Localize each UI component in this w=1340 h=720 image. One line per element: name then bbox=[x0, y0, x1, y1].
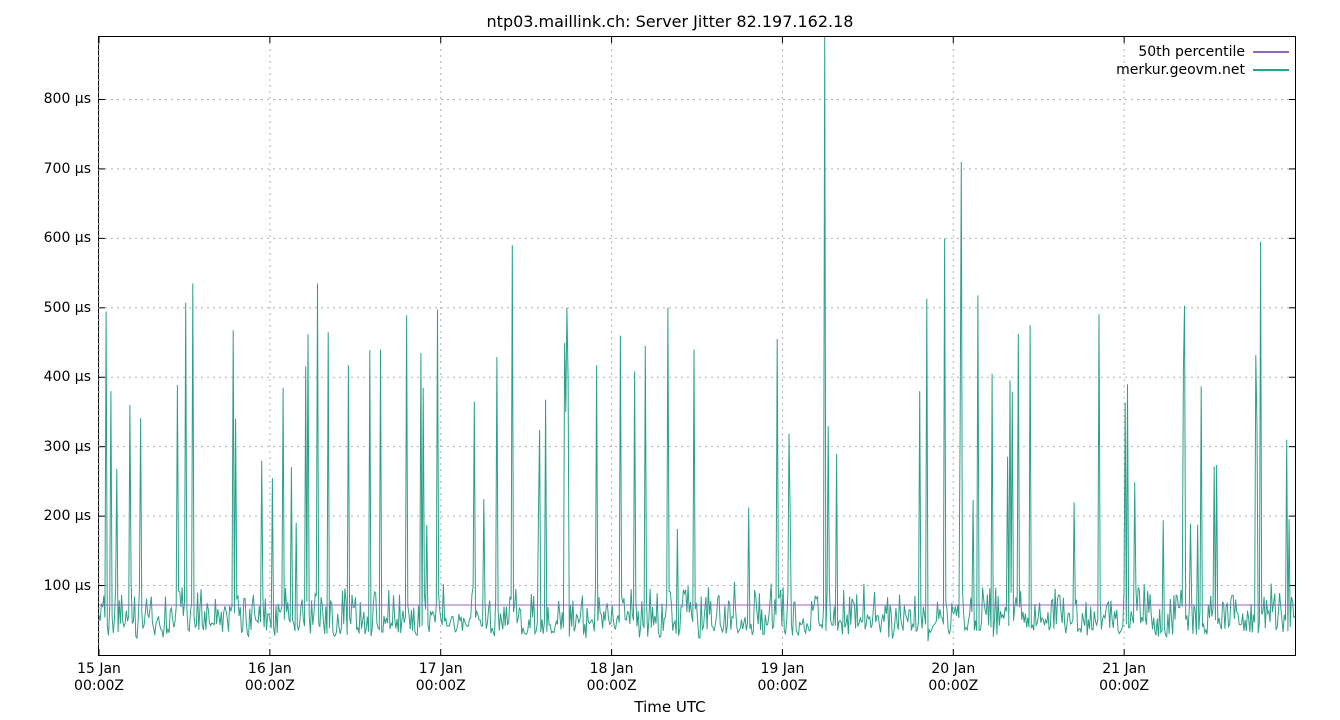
y-tick-label: 800 µs bbox=[44, 91, 99, 107]
legend-entry-0: 50th percentile bbox=[1116, 43, 1289, 61]
legend-swatch bbox=[1253, 51, 1289, 53]
y-tick-label: 500 µs bbox=[44, 300, 99, 316]
x-tick-label: 20 Jan00:00Z bbox=[928, 655, 978, 695]
y-tick-label: 600 µs bbox=[44, 230, 99, 246]
y-tick-label: 100 µs bbox=[44, 578, 99, 594]
figure: ntp03.maillink.ch: Server Jitter 82.197.… bbox=[0, 0, 1340, 720]
x-axis-title: Time UTC bbox=[0, 698, 1340, 716]
chart-title: ntp03.maillink.ch: Server Jitter 82.197.… bbox=[0, 12, 1340, 31]
legend-swatch bbox=[1253, 69, 1289, 71]
legend-entry-1: merkur.geovm.net bbox=[1116, 61, 1289, 79]
y-tick-label: 400 µs bbox=[44, 369, 99, 385]
y-tick-label: 300 µs bbox=[44, 439, 99, 455]
x-tick-label: 15 Jan00:00Z bbox=[74, 655, 124, 695]
x-tick-label: 18 Jan00:00Z bbox=[587, 655, 637, 695]
x-tick-label: 16 Jan00:00Z bbox=[245, 655, 295, 695]
data-lines bbox=[99, 37, 1295, 655]
plot-area: 50th percentile merkur.geovm.net 100 µs2… bbox=[98, 36, 1296, 656]
x-tick-label: 17 Jan00:00Z bbox=[416, 655, 466, 695]
legend: 50th percentile merkur.geovm.net bbox=[1116, 43, 1289, 79]
y-tick-label: 700 µs bbox=[44, 161, 99, 177]
legend-label: 50th percentile bbox=[1138, 44, 1245, 60]
x-tick-label: 19 Jan00:00Z bbox=[757, 655, 807, 695]
x-tick-label: 21 Jan00:00Z bbox=[1099, 655, 1149, 695]
y-tick-label: 200 µs bbox=[44, 508, 99, 524]
legend-label: merkur.geovm.net bbox=[1116, 62, 1245, 78]
